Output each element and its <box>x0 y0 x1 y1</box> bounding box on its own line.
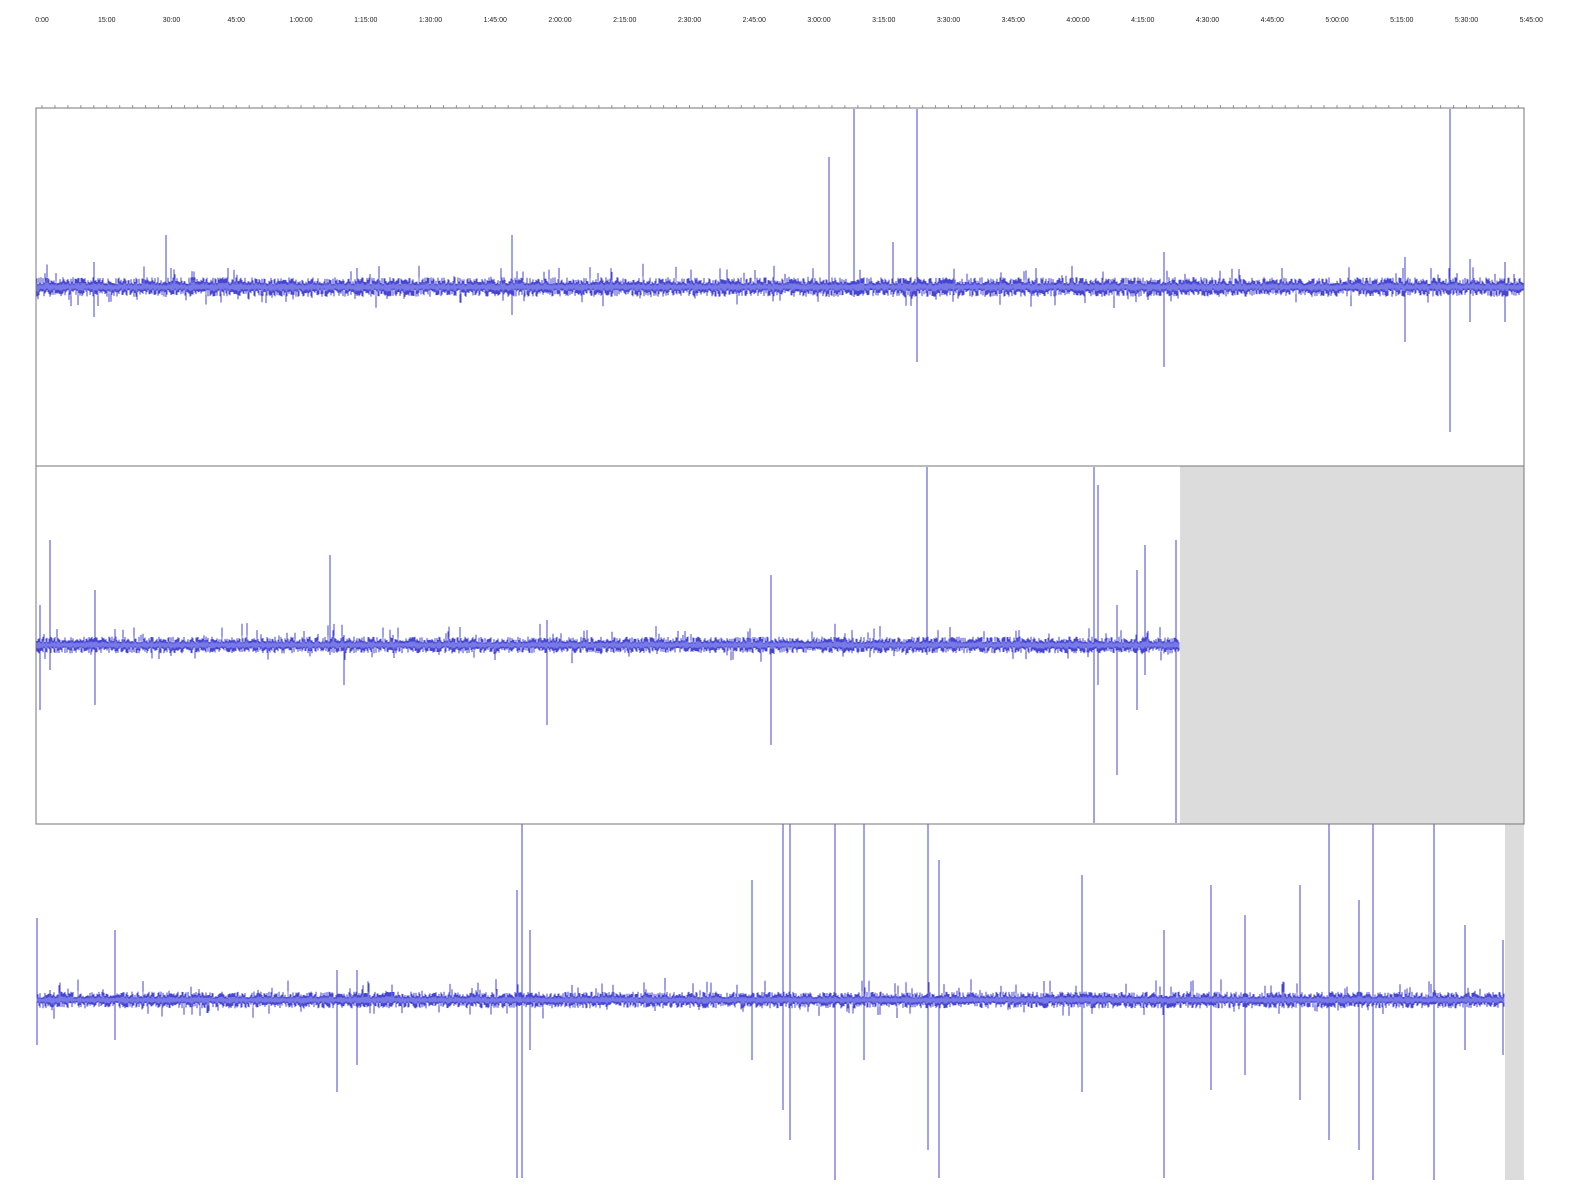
time-label: 0:00 <box>35 17 49 24</box>
time-label: 2:00:00 <box>548 17 571 24</box>
time-label: 5:45:00 <box>1520 17 1543 24</box>
time-label: 1:30:00 <box>419 17 442 24</box>
time-label: 45:00 <box>227 17 245 24</box>
empty-region <box>1505 824 1524 1180</box>
waveforms <box>36 109 1524 1180</box>
time-label: 1:15:00 <box>354 17 377 24</box>
time-label: 4:00:00 <box>1066 17 1089 24</box>
time-label: 3:00:00 <box>807 17 830 24</box>
time-label: 2:30:00 <box>678 17 701 24</box>
time-label: 4:15:00 <box>1131 17 1154 24</box>
time-label: 3:45:00 <box>1002 17 1025 24</box>
time-label: 4:45:00 <box>1261 17 1284 24</box>
time-label: 2:15:00 <box>613 17 636 24</box>
time-label: 5:15:00 <box>1390 17 1413 24</box>
waveform-core-1 <box>36 276 1524 297</box>
time-label: 5:30:00 <box>1455 17 1478 24</box>
time-label: 4:30:00 <box>1196 17 1219 24</box>
time-label: 15:00 <box>98 17 116 24</box>
time-label: 3:15:00 <box>872 17 895 24</box>
time-label: 30:00 <box>163 17 181 24</box>
empty-region <box>1180 466 1524 824</box>
waveform-core-2 <box>36 635 1180 654</box>
time-label: 3:30:00 <box>937 17 960 24</box>
time-label: 1:45:00 <box>484 17 507 24</box>
time-label: 2:45:00 <box>743 17 766 24</box>
waveform-core-3 <box>36 990 1505 1009</box>
time-label: 5:00:00 <box>1325 17 1348 24</box>
time-label: 1:00:00 <box>289 17 312 24</box>
